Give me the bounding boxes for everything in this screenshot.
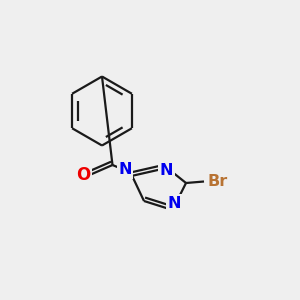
Text: O: O bbox=[76, 166, 90, 184]
Text: Br: Br bbox=[207, 174, 228, 189]
Text: N: N bbox=[167, 196, 181, 211]
Text: N: N bbox=[118, 162, 132, 177]
Text: N: N bbox=[160, 163, 173, 178]
